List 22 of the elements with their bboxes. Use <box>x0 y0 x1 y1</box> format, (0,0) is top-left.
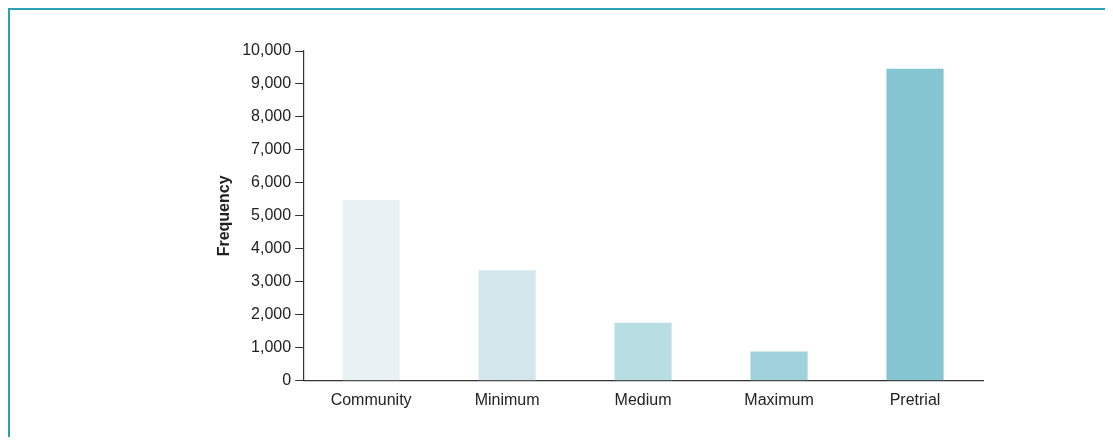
y-tick-label: 1,000 <box>251 338 292 356</box>
bar <box>750 351 808 381</box>
y-tick-label: 6,000 <box>251 173 292 191</box>
bar <box>342 200 400 381</box>
y-tick-label: 8,000 <box>251 107 292 125</box>
x-tick-label: Community <box>330 390 412 408</box>
y-tick-label: 10,000 <box>242 41 292 59</box>
bar <box>614 322 672 381</box>
x-tick-label: Pretrial <box>889 390 941 408</box>
y-tick-label: 5,000 <box>251 206 292 224</box>
y-tick-label: 7,000 <box>251 140 292 158</box>
y-tick-label: 9,000 <box>251 74 292 92</box>
x-tick-label: Maximum <box>744 390 814 408</box>
y-tick-label: 0 <box>282 371 292 389</box>
y-tick-label: 4,000 <box>251 239 292 257</box>
x-tick-label: Medium <box>614 390 672 408</box>
y-axis-title: Frequency <box>215 175 233 257</box>
y-tick-label: 3,000 <box>251 272 292 290</box>
y-tick-label: 2,000 <box>251 305 292 323</box>
x-tick-label: Minimum <box>474 390 540 408</box>
bar <box>886 68 944 381</box>
bar <box>478 270 536 381</box>
